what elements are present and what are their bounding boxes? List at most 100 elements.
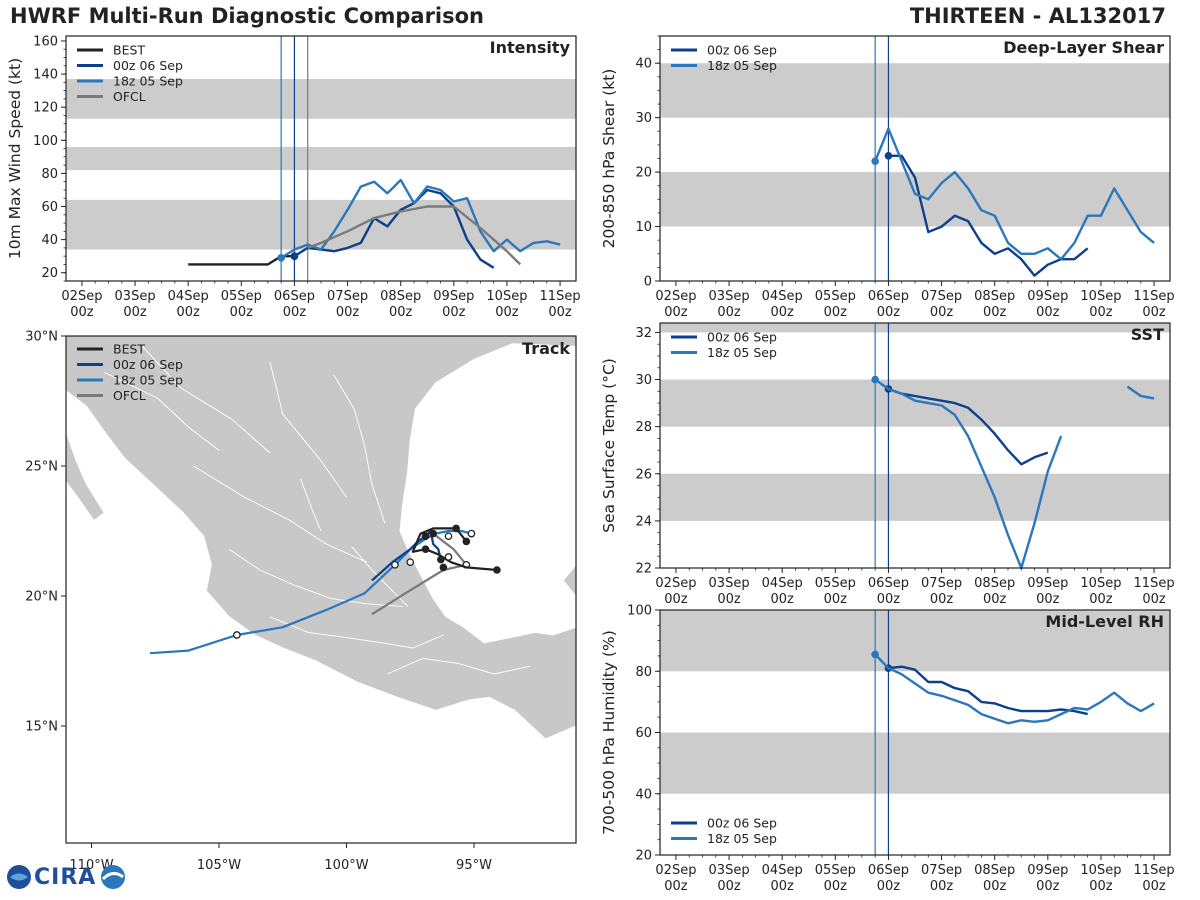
globe-icon <box>7 865 31 889</box>
track-point-filled-best <box>421 545 430 553</box>
legend-label-r18: 18z 05 Sep <box>707 58 777 73</box>
legend-label-best: BEST <box>113 342 145 357</box>
x-tick-date: 03Sep <box>115 289 156 304</box>
cira-logo: CIRA <box>6 864 128 890</box>
x-tick-date: 09Sep <box>433 289 474 304</box>
x-tick-hour: 00z <box>877 305 901 320</box>
x-tick-hour: 00z <box>877 879 901 894</box>
y-axis-label: 10m Max Wind Speed (kt) <box>6 58 24 259</box>
x-tick-date: 08Sep <box>380 289 421 304</box>
track-line-best <box>411 527 498 572</box>
y-tick-label: 80 <box>41 167 58 182</box>
series-marker-r18 <box>871 157 879 166</box>
x-tick-hour: 00z <box>495 305 519 320</box>
x-tick-hour: 00z <box>442 305 466 320</box>
legend-label-r00: 00z 06 Sep <box>113 58 183 73</box>
y-tick-label: 20 <box>41 266 58 281</box>
shaded-band <box>660 379 1170 427</box>
x-tick-hour: 00z <box>230 305 254 320</box>
x-tick-date: 06Sep <box>868 289 909 304</box>
x-tick-hour: 00z <box>177 305 201 320</box>
state-border <box>269 616 444 649</box>
x-tick-date: 04Sep <box>762 576 803 591</box>
figure-title: HWRF Multi-Run Diagnostic Comparison <box>10 4 485 28</box>
y-tick-label: 30 <box>635 373 652 388</box>
y-tick-label: 140 <box>33 68 58 83</box>
y-tick-label: 40 <box>635 57 652 72</box>
x-tick-date: 02Sep <box>655 863 696 878</box>
track-point-open-best <box>444 553 453 561</box>
x-tick-hour: 00z <box>1036 592 1060 607</box>
y-tick-label: 10 <box>635 220 652 235</box>
series-line-ofcl <box>307 205 522 266</box>
x-tick-date: 02Sep <box>655 576 696 591</box>
x-tick-date: 11Sep <box>540 289 581 304</box>
legend-label-r00: 00z 06 Sep <box>707 43 777 58</box>
panel-title: Mid-Level RH <box>1045 612 1164 631</box>
chart-sst: 22242628303202Sep00z03Sep00z04Sep00z05Se… <box>600 322 1175 607</box>
x-tick-date: 09Sep <box>1027 863 1068 878</box>
x-tick-hour: 00z <box>771 305 795 320</box>
shaded-band <box>66 146 576 171</box>
state-border <box>387 657 531 675</box>
shaded-band <box>660 63 1170 118</box>
track-point-open-r18 <box>233 631 241 639</box>
track-point-filled-best <box>452 524 460 533</box>
x-tick-hour: 00z <box>824 592 848 607</box>
state-border <box>142 346 271 454</box>
state-border <box>193 465 368 563</box>
y-tick-label: 40 <box>41 233 58 248</box>
x-tick-hour: 00z <box>771 879 795 894</box>
series-marker-r18 <box>277 254 285 262</box>
series-marker-r18 <box>871 650 879 659</box>
lat-tick-label: 15°N <box>25 720 58 735</box>
y-axis-label: Sea Surface Temp (°C) <box>600 358 618 533</box>
x-tick-date: 10Sep <box>486 289 527 304</box>
x-tick-hour: 00z <box>983 305 1007 320</box>
x-tick-date: 08Sep <box>974 863 1015 878</box>
shaded-band <box>660 610 1170 672</box>
chart-track: 110°W 105°W 100°W 95°W 15°N 20°N 25°N 30°N Track… <box>25 330 577 873</box>
state-border <box>333 374 386 524</box>
y-tick-label: 30 <box>635 111 652 126</box>
map-frame <box>65 335 577 844</box>
series-line-r18 <box>874 127 1155 261</box>
lon-tick-label: 100°W <box>324 858 368 873</box>
legend-label-r18: 18z 05 Sep <box>707 831 777 846</box>
x-tick-hour: 00z <box>930 879 954 894</box>
series-line-r18 <box>874 653 1155 725</box>
y-axis-label: 700-500 hPa Humidity (%) <box>600 630 618 835</box>
x-tick-date: 09Sep <box>1027 576 1068 591</box>
x-tick-date: 02Sep <box>61 289 102 304</box>
series-line-r00 <box>293 188 495 269</box>
state-border <box>300 478 322 532</box>
x-tick-date: 04Sep <box>762 863 803 878</box>
x-tick-date: 07Sep <box>921 863 962 878</box>
x-tick-hour: 00z <box>1142 305 1166 320</box>
y-tick-label: 60 <box>635 726 652 741</box>
shaded-band <box>660 473 1170 521</box>
y-axis-label: 200-850 hPa Shear (kt) <box>600 69 618 249</box>
x-tick-hour: 00z <box>930 592 954 607</box>
legend-label-r18: 18z 05 Sep <box>113 74 183 89</box>
panel-title: Track <box>522 339 570 358</box>
chart-shear: 01020304002Sep00z03Sep00z04Sep00z05Sep00… <box>600 35 1175 320</box>
legend-label-r00: 00z 06 Sep <box>707 330 777 345</box>
panel-title: Deep-Layer Shear <box>1003 38 1164 57</box>
y-tick-label: 24 <box>635 514 652 529</box>
shaded-band <box>66 199 576 250</box>
x-tick-hour: 00z <box>1036 879 1060 894</box>
x-tick-date: 02Sep <box>655 289 696 304</box>
legend-label-r00: 00z 06 Sep <box>707 816 777 831</box>
x-tick-date: 07Sep <box>921 289 962 304</box>
x-tick-date: 10Sep <box>1080 576 1121 591</box>
x-tick-hour: 00z <box>983 592 1007 607</box>
track-point-filled-best <box>493 566 501 574</box>
x-tick-date: 11Sep <box>1134 863 1175 878</box>
lon-tick-label: 110°W <box>69 858 113 873</box>
x-tick-hour: 00z <box>717 879 741 894</box>
track-line-ofcl <box>371 532 468 616</box>
x-tick-hour: 00z <box>664 879 688 894</box>
